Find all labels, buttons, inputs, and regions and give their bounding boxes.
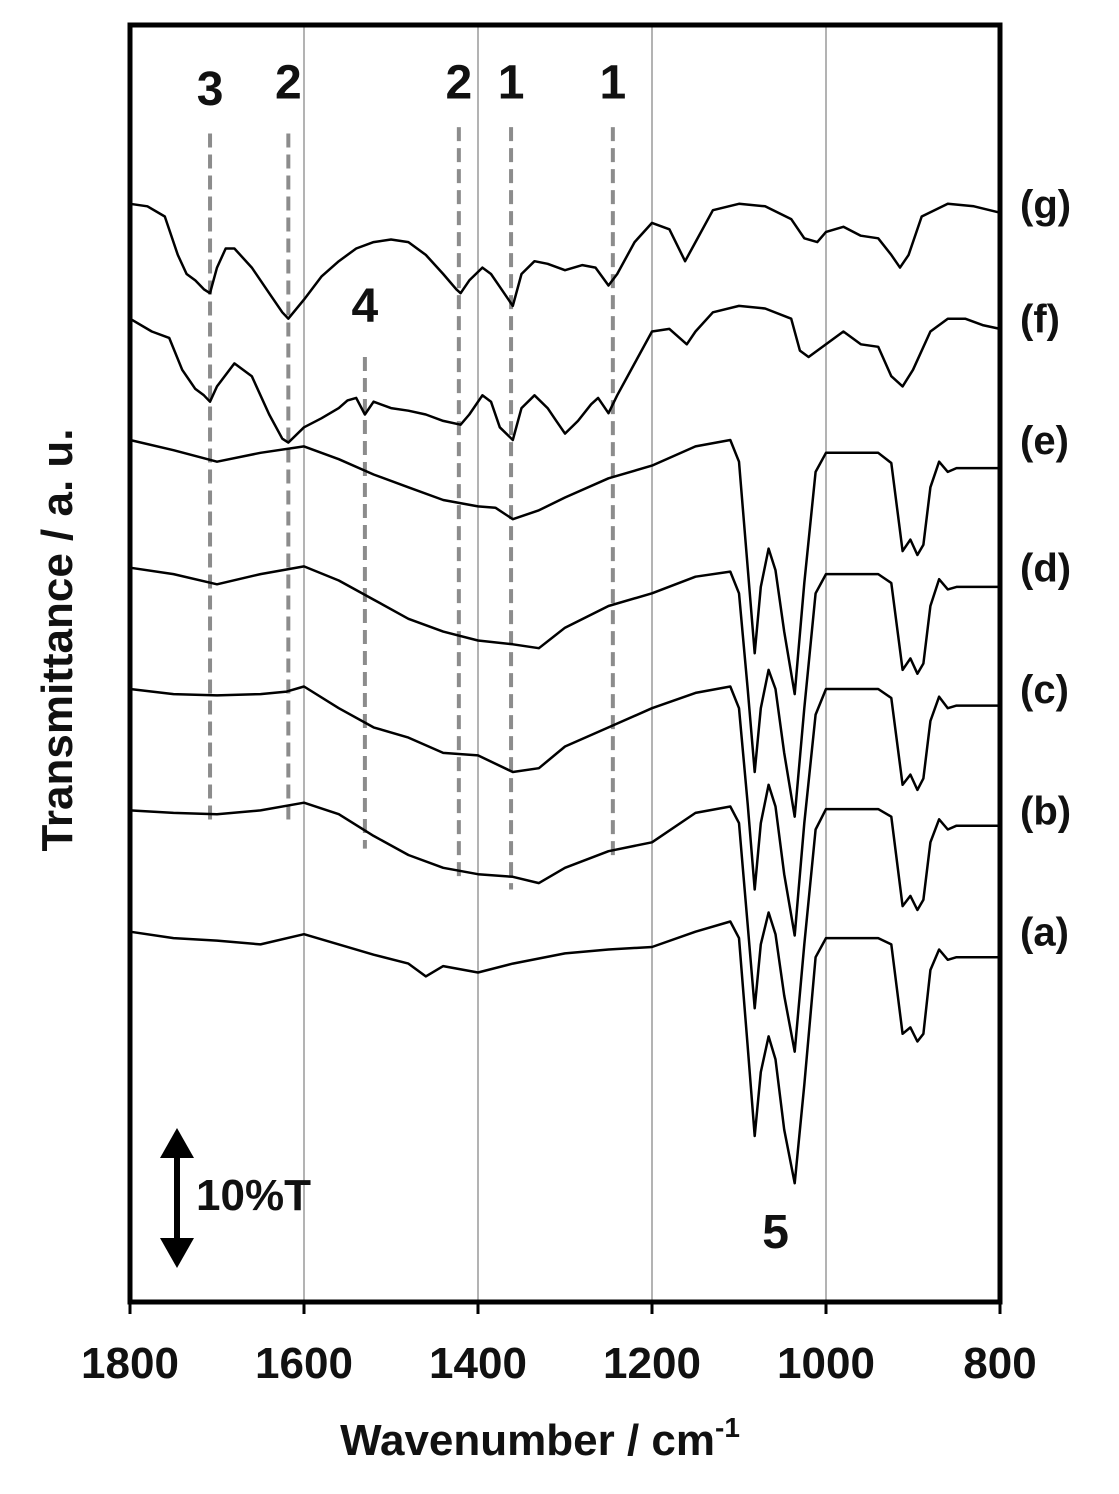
x-tick-label-800: 800 bbox=[963, 1339, 1036, 1388]
series-label-e: (e) bbox=[1020, 419, 1069, 463]
scale-bar-arrow-down-icon bbox=[160, 1238, 194, 1268]
peak-label-2-2: 2 bbox=[446, 56, 473, 109]
series-line-c bbox=[129, 685, 1000, 937]
spectra-series bbox=[129, 202, 1001, 1185]
peak-label-2-1: 2 bbox=[275, 56, 302, 109]
scale-bar: 10%T bbox=[160, 1128, 311, 1268]
x-tick-label-1800: 1800 bbox=[81, 1339, 179, 1388]
series-label-g: (g) bbox=[1020, 183, 1071, 227]
series-label-f: (f) bbox=[1020, 298, 1060, 342]
peak-label-1-3: 1 bbox=[498, 56, 525, 109]
x-tick-label-1200: 1200 bbox=[603, 1339, 701, 1388]
peak-label-5-6: 5 bbox=[762, 1206, 789, 1259]
scale-bar-label: 10%T bbox=[196, 1171, 311, 1220]
x-axis-ticks: 1800 1600 1400 1200 1000 800 bbox=[81, 1302, 1037, 1388]
series-line-d bbox=[129, 565, 1000, 818]
x-tick-label-1000: 1000 bbox=[777, 1339, 875, 1388]
series-line-b bbox=[129, 801, 1000, 1053]
x-tick-label-1600: 1600 bbox=[255, 1339, 353, 1388]
series-label-a: (a) bbox=[1020, 911, 1069, 955]
series-line-g bbox=[129, 202, 1001, 320]
plot-frame bbox=[127, 22, 1003, 1305]
series-label-d: (d) bbox=[1020, 547, 1071, 591]
peak-marker-lines bbox=[208, 127, 615, 890]
y-axis-label: Transmittance / a. u. bbox=[33, 428, 82, 851]
series-label-b: (b) bbox=[1020, 789, 1071, 833]
series-line-f bbox=[129, 304, 1001, 444]
x-axis-label: Wavenumber / cm-1 bbox=[340, 1412, 740, 1465]
grid-lines bbox=[303, 25, 827, 1302]
series-labels: (a) (b) (c) (d) (e) (f) (g) bbox=[1020, 183, 1071, 955]
peak-label-1-4: 1 bbox=[599, 56, 626, 109]
x-tick-label-1400: 1400 bbox=[429, 1339, 527, 1388]
peak-label-4-5: 4 bbox=[352, 280, 379, 333]
series-label-c: (c) bbox=[1020, 668, 1069, 712]
scale-bar-arrow-up-icon bbox=[160, 1128, 194, 1158]
peak-label-3-0: 3 bbox=[197, 63, 224, 116]
series-line-e bbox=[129, 438, 1000, 696]
series-line-a bbox=[129, 920, 1000, 1185]
peak-labels: 3 2 2 1 145 bbox=[197, 56, 789, 1258]
x-axis-label-superscript: -1 bbox=[715, 1412, 740, 1443]
